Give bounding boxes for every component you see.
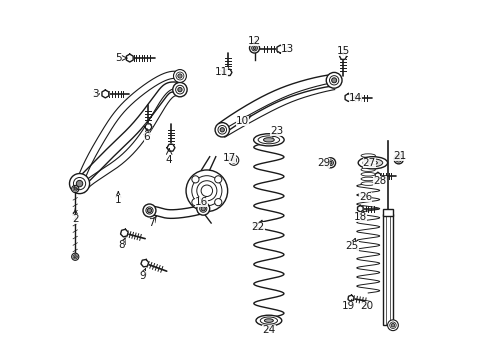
- Circle shape: [331, 78, 336, 83]
- Text: 18: 18: [353, 212, 366, 221]
- Polygon shape: [339, 53, 346, 59]
- Circle shape: [178, 87, 182, 92]
- Text: 2: 2: [72, 215, 79, 224]
- Ellipse shape: [362, 159, 382, 167]
- Polygon shape: [149, 205, 204, 219]
- Polygon shape: [357, 206, 363, 212]
- Ellipse shape: [360, 158, 375, 162]
- Circle shape: [232, 159, 235, 162]
- Circle shape: [220, 128, 224, 132]
- Bar: [382, 214, 392, 325]
- Polygon shape: [144, 124, 152, 130]
- Circle shape: [390, 323, 394, 327]
- Polygon shape: [347, 295, 353, 302]
- Text: 25: 25: [345, 241, 358, 251]
- Text: 20: 20: [360, 301, 373, 311]
- Polygon shape: [121, 229, 128, 237]
- Text: 14: 14: [348, 93, 362, 103]
- Circle shape: [72, 253, 79, 260]
- Text: 29: 29: [316, 158, 329, 168]
- Polygon shape: [78, 88, 180, 193]
- Circle shape: [328, 161, 331, 164]
- Text: 8: 8: [118, 240, 125, 250]
- Text: 5: 5: [115, 53, 122, 63]
- Ellipse shape: [360, 163, 375, 167]
- Polygon shape: [219, 75, 333, 132]
- Text: 28: 28: [373, 176, 386, 186]
- Circle shape: [69, 174, 89, 194]
- Polygon shape: [224, 69, 231, 76]
- Polygon shape: [141, 260, 148, 267]
- Polygon shape: [345, 94, 351, 102]
- Ellipse shape: [360, 182, 375, 185]
- Polygon shape: [167, 144, 175, 151]
- Ellipse shape: [264, 319, 273, 322]
- Circle shape: [325, 158, 335, 168]
- Text: 22: 22: [251, 222, 264, 232]
- Text: 10: 10: [236, 116, 249, 126]
- Bar: [382, 210, 392, 216]
- Circle shape: [249, 43, 259, 53]
- Circle shape: [173, 69, 186, 82]
- Circle shape: [172, 82, 187, 97]
- Text: 7: 7: [148, 218, 154, 228]
- Text: 4: 4: [165, 155, 172, 165]
- Circle shape: [72, 185, 79, 193]
- Text: 3: 3: [92, 89, 99, 99]
- Text: 27: 27: [362, 158, 375, 168]
- Polygon shape: [374, 172, 380, 179]
- Circle shape: [325, 72, 341, 88]
- Circle shape: [396, 158, 399, 161]
- Ellipse shape: [360, 177, 375, 181]
- Circle shape: [74, 188, 76, 190]
- Ellipse shape: [360, 168, 375, 171]
- Ellipse shape: [357, 157, 387, 169]
- Text: 15: 15: [336, 46, 349, 56]
- Text: 24: 24: [262, 325, 275, 335]
- Polygon shape: [76, 71, 181, 185]
- Polygon shape: [221, 82, 334, 137]
- Text: 26: 26: [358, 192, 371, 202]
- Circle shape: [76, 180, 82, 187]
- Circle shape: [178, 74, 182, 78]
- Circle shape: [393, 154, 403, 164]
- Circle shape: [215, 123, 229, 137]
- Ellipse shape: [263, 138, 274, 142]
- Polygon shape: [126, 54, 133, 62]
- Text: 21: 21: [392, 150, 405, 161]
- Text: 1: 1: [115, 195, 122, 205]
- Circle shape: [196, 202, 209, 215]
- Text: 16: 16: [194, 197, 208, 207]
- Text: 17: 17: [222, 153, 235, 163]
- Text: 13: 13: [280, 44, 294, 54]
- Circle shape: [253, 46, 255, 49]
- Text: 9: 9: [139, 271, 145, 281]
- Circle shape: [201, 207, 205, 211]
- Text: 11: 11: [214, 67, 227, 77]
- Text: 6: 6: [143, 132, 150, 142]
- Circle shape: [74, 256, 76, 258]
- Polygon shape: [76, 82, 180, 187]
- Ellipse shape: [360, 154, 375, 157]
- Circle shape: [185, 170, 227, 212]
- Polygon shape: [102, 90, 108, 98]
- Text: 23: 23: [269, 126, 283, 135]
- Circle shape: [147, 208, 151, 213]
- Circle shape: [191, 176, 199, 183]
- Polygon shape: [276, 45, 283, 53]
- Circle shape: [214, 176, 222, 183]
- Text: 12: 12: [247, 36, 260, 46]
- Ellipse shape: [367, 161, 377, 165]
- Ellipse shape: [255, 315, 281, 326]
- Ellipse shape: [360, 172, 375, 176]
- Circle shape: [142, 204, 156, 217]
- Circle shape: [387, 320, 398, 330]
- Text: 19: 19: [341, 301, 354, 311]
- Ellipse shape: [253, 134, 284, 146]
- Circle shape: [191, 199, 199, 206]
- Circle shape: [214, 199, 222, 206]
- Circle shape: [228, 155, 238, 165]
